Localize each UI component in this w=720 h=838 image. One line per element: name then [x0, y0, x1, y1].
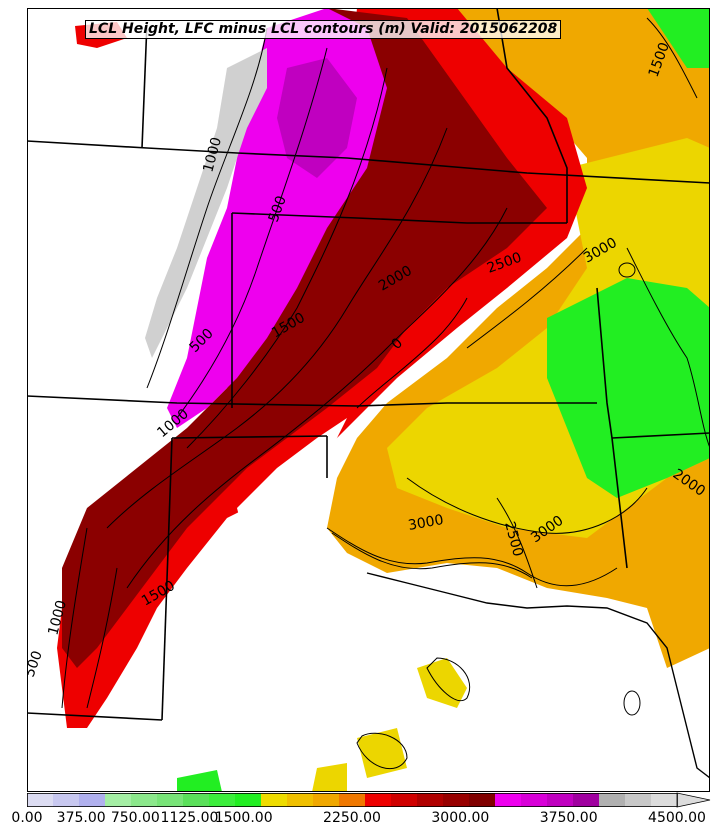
- colorbar-swatch: [391, 793, 418, 807]
- fill-green-east: [547, 278, 710, 498]
- fill-gray-fringe: [145, 48, 267, 358]
- colorbar-swatch: [79, 793, 106, 807]
- lcl-height-map: 500 500 500 1000 1000 1000 1500 1500 150…: [27, 8, 710, 792]
- colorbar-outline: [27, 793, 678, 807]
- colorbar-tick-label: 0.00: [11, 810, 43, 826]
- fill-green-south: [177, 770, 222, 792]
- colorbar-swatch: [209, 793, 236, 807]
- colorbar-tick-label: 750.00: [110, 810, 160, 826]
- colorbar-swatch: [443, 793, 470, 807]
- colorbar-tick-labels: 0.00 375.00 750.00 1125.00 1500.00 2250.00 300…: [0, 810, 720, 830]
- colorbar-swatch: [183, 793, 210, 807]
- colorbar-swatch: [313, 793, 340, 807]
- fill-islands-south: [312, 658, 467, 792]
- colorbar-swatch: [495, 793, 522, 807]
- colorbar-swatch: [573, 793, 600, 807]
- colorbar-swatch: [235, 793, 262, 807]
- fill-gulf-white: [237, 418, 347, 548]
- colorbar-swatch: [157, 793, 184, 807]
- fill-green-ne: [647, 8, 710, 68]
- colorbar-swatch: [365, 793, 392, 807]
- colorbar-swatch: [547, 793, 574, 807]
- fill-darkred-band: [62, 8, 547, 668]
- map-border: [27, 8, 710, 792]
- colorbar-swatches: [27, 793, 678, 807]
- contour-label: 3000: [407, 512, 445, 534]
- colorbar-swatch: [261, 793, 288, 807]
- colorbar-svg: [27, 792, 711, 808]
- lfc-lcl-contours: [61, 17, 710, 770]
- colorbar-tick-label: 375.00: [56, 810, 106, 826]
- map-title: LCL Height, LFC minus LCL contours (m) V…: [85, 20, 562, 39]
- colorbar-swatch: [339, 793, 366, 807]
- colorbar-swatch: [105, 793, 132, 807]
- state-boundaries: [27, 8, 710, 721]
- colorbar-swatch: [287, 793, 314, 807]
- colorbar-swatch: [417, 793, 444, 807]
- fill-magenta-patch: [277, 58, 357, 178]
- colorbar-tick-label: 1500.00: [214, 810, 273, 826]
- map-panel: 500 500 500 1000 1000 1000 1500 1500 150…: [27, 8, 710, 792]
- colorbar-swatch: [651, 793, 678, 807]
- colorbar-swatch: [521, 793, 548, 807]
- colorbar-tick-label: 4500.00: [648, 810, 706, 826]
- colorbar-extend-arrow: [676, 792, 711, 808]
- colorbar-tick-label: 3000.00: [431, 810, 490, 826]
- colorbar-swatch: [625, 793, 652, 807]
- colorbar-swatch: [27, 793, 54, 807]
- colorbar: [27, 792, 711, 808]
- coastline: [366, 572, 710, 779]
- colorbar-swatch: [599, 793, 626, 807]
- colorbar-tick-label: 1125.00: [160, 810, 219, 826]
- colorbar-swatch: [53, 793, 80, 807]
- colorbar-tick-label: 3750.00: [539, 810, 598, 826]
- colorbar-swatch: [469, 793, 496, 807]
- colorbar-swatch: [131, 793, 158, 807]
- colorbar-tick-label: 2250.00: [323, 810, 381, 826]
